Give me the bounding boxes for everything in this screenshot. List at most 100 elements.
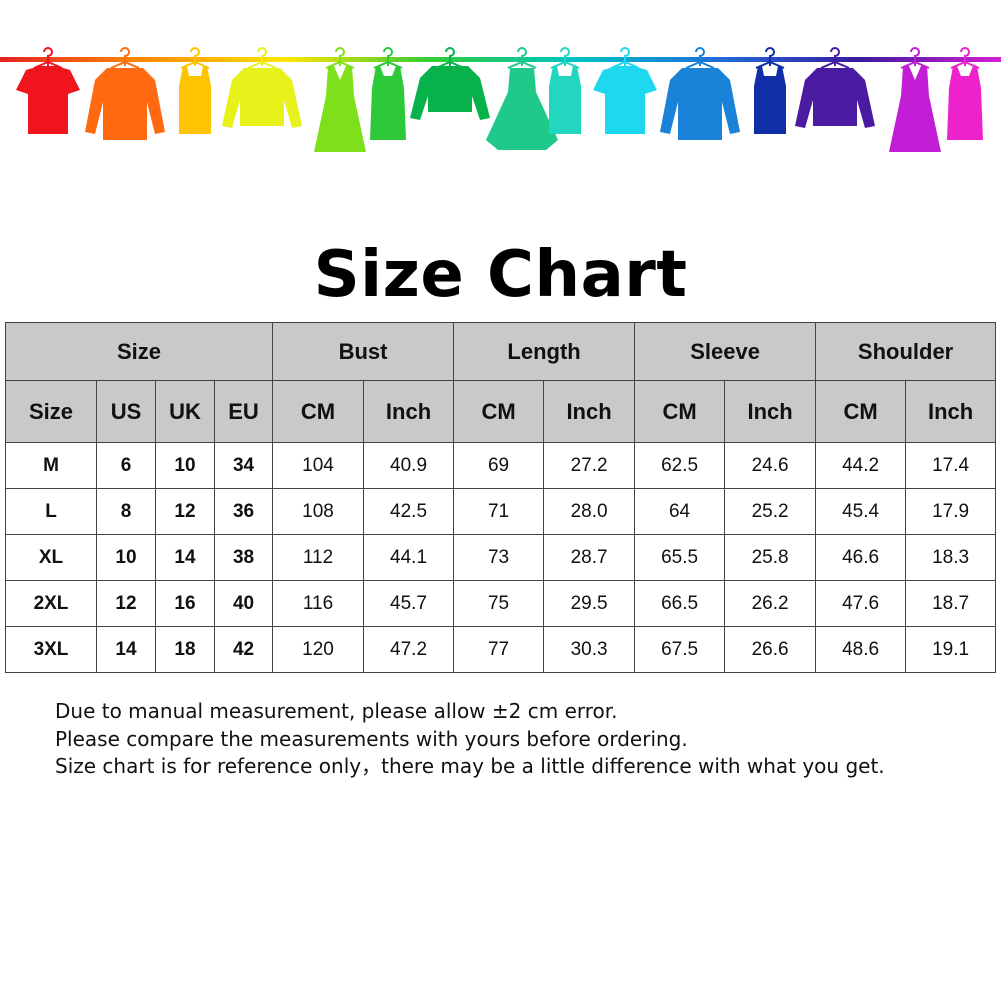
table-cell: 14	[155, 534, 215, 581]
table-cell: 73	[453, 534, 545, 581]
table-row: 3XL 14 18 42 120 47.2 77 30.3 67.5 26.6 48.6 19.1	[5, 626, 997, 673]
table-row: XL 10 14 38 112 44.1 73 28.7 65.5 25.8 46.6 18.3	[5, 534, 997, 581]
table-cell: 19.1	[905, 626, 997, 673]
dress-icon	[889, 47, 941, 152]
table-cell: 26.6	[724, 626, 817, 673]
shirt-icon	[660, 47, 740, 140]
table-cell: 16	[155, 580, 215, 627]
belted-dress-icon	[947, 47, 983, 140]
table-cell: 112	[272, 534, 365, 581]
column-header: US	[96, 380, 156, 443]
group-header: Length	[453, 322, 636, 381]
table-cell: 44.1	[363, 534, 455, 581]
note-line: Size chart is for reference only，there m…	[55, 754, 885, 778]
table-cell: 8	[96, 488, 156, 535]
notes: Due to manual measurement, please allow …	[55, 698, 885, 781]
table-cell: 69	[453, 442, 545, 489]
table-row: M 6 10 34 104 40.9 69 27.2 62.5 24.6 44.2 17.4	[5, 442, 997, 489]
table-cell: XL	[5, 534, 97, 581]
table-cell: 27.2	[543, 442, 636, 489]
table-cell: 42	[213, 626, 274, 673]
table-cell: 6	[96, 442, 156, 489]
cardigan-icon	[222, 47, 302, 128]
table-cell: 36	[213, 488, 274, 535]
table-cell: 29.5	[543, 580, 636, 627]
table-row: L 8 12 36 108 42.5 71 28.0 64 25.2 45.4 17.9	[5, 488, 997, 535]
table-cell: 75	[453, 580, 545, 627]
group-header: Sleeve	[634, 322, 817, 381]
column-header: Size	[5, 380, 97, 443]
table-cell: 77	[453, 626, 545, 673]
table-cell: 2XL	[5, 580, 97, 627]
column-header: CM	[634, 380, 726, 443]
table-row: 2XL 12 16 40 116 45.7 75 29.5 66.5 26.2 47.6 18.7	[5, 580, 997, 627]
table-cell: 44.2	[815, 442, 907, 489]
table-cell: 46.6	[815, 534, 907, 581]
table-cell: 71	[453, 488, 545, 535]
group-header: Size	[4, 322, 274, 381]
tank-top-icon	[754, 47, 786, 134]
belted-dress-icon	[370, 47, 406, 140]
note-line: Due to manual measurement, please allow …	[55, 699, 618, 723]
table-cell: M	[5, 442, 97, 489]
table-cell: 26.2	[724, 580, 817, 627]
table-cell: 66.5	[634, 580, 726, 627]
column-header: CM	[453, 380, 545, 443]
table-cell: 30.3	[543, 626, 636, 673]
table-cell: 18.7	[905, 580, 997, 627]
table-cell: 47.6	[815, 580, 907, 627]
table-cell: 12	[155, 488, 215, 535]
table-cell: 42.5	[363, 488, 455, 535]
table-cell: 28.0	[543, 488, 636, 535]
table-cell: 64	[634, 488, 726, 535]
column-header: UK	[155, 380, 215, 443]
table-cell: 28.7	[543, 534, 636, 581]
table-cell: 120	[272, 626, 365, 673]
table-cell: 14	[96, 626, 156, 673]
table-cell: 10	[155, 442, 215, 489]
table-cell: 3XL	[5, 626, 97, 673]
group-header: Shoulder	[815, 322, 997, 381]
column-header: Inch	[905, 380, 997, 443]
sub-header-row: Size US UK EU CM Inch CM Inch CM Inch CM Inch	[5, 380, 997, 443]
table-cell: 10	[96, 534, 156, 581]
table-cell: 108	[272, 488, 365, 535]
table-cell: 24.6	[724, 442, 817, 489]
column-header: CM	[815, 380, 907, 443]
table-cell: 40.9	[363, 442, 455, 489]
table-cell: 104	[272, 442, 365, 489]
cardigan-icon	[795, 47, 875, 128]
clothes-rail	[0, 57, 1001, 62]
table-cell: 48.6	[815, 626, 907, 673]
column-header: Inch	[363, 380, 455, 443]
table-cell: 17.4	[905, 442, 997, 489]
shirt-icon	[85, 47, 165, 140]
column-header: EU	[213, 380, 274, 443]
table-cell: 34	[213, 442, 274, 489]
table-cell: 62.5	[634, 442, 726, 489]
group-header: Bust	[272, 322, 455, 381]
group-header-row: Size Bust Length Sleeve Shoulder	[4, 322, 997, 381]
table-cell: 38	[213, 534, 274, 581]
table-cell: 17.9	[905, 488, 997, 535]
column-header: Inch	[724, 380, 817, 443]
clothes-banner	[0, 47, 1001, 152]
table-cell: 25.8	[724, 534, 817, 581]
table-cell: 18.3	[905, 534, 997, 581]
tank-top-icon	[179, 47, 211, 134]
table-cell: 67.5	[634, 626, 726, 673]
flared-dress-icon	[486, 47, 558, 150]
table-cell: 116	[272, 580, 365, 627]
page-title: Size Chart	[313, 238, 688, 312]
table-cell: 12	[96, 580, 156, 627]
note-line: Please compare the measurements with you…	[55, 726, 688, 751]
dress-icon	[314, 47, 366, 152]
column-header: CM	[272, 380, 365, 443]
table-cell: 40	[213, 580, 274, 627]
table-cell: 18	[155, 626, 215, 673]
table-cell: 65.5	[634, 534, 726, 581]
table-cell: L	[5, 488, 97, 535]
sweater-icon	[410, 47, 490, 120]
table-cell: 45.7	[363, 580, 455, 627]
column-header: Inch	[543, 380, 636, 443]
